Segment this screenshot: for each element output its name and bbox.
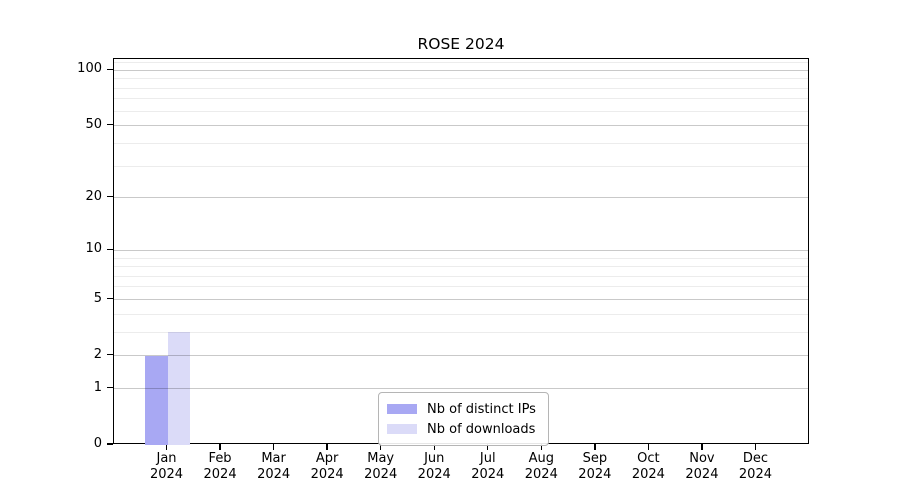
x-tickmark	[272, 444, 275, 450]
x-tick-label: Jul 2024	[471, 451, 505, 482]
x-tickmark	[326, 444, 328, 450]
gridline-minor	[114, 266, 808, 268]
gridline-major	[114, 69, 808, 71]
legend-swatch-downloads-icon	[387, 424, 417, 434]
bar-nb-of-distinct-ips	[145, 355, 168, 445]
legend-item-downloads: Nb of downloads	[387, 419, 536, 439]
y-tick-label: 1	[93, 379, 102, 395]
gridline-minor	[114, 98, 808, 100]
gridline-major	[114, 125, 808, 127]
gridline-minor	[114, 331, 808, 333]
gridline-minor	[114, 275, 808, 277]
gridline-major	[114, 249, 808, 251]
y-tick-label: 10	[85, 241, 102, 257]
gridline-minor	[114, 257, 808, 259]
legend-item-distinct-ips: Nb of distinct IPs	[387, 399, 536, 419]
gridline-minor	[114, 142, 808, 144]
gridline-minor	[114, 78, 808, 80]
gridline-minor	[114, 286, 808, 288]
y-tick-label: 50	[85, 116, 102, 132]
gridline-major	[114, 388, 808, 390]
x-tick-label: Oct 2024	[631, 451, 665, 482]
legend-label-distinct-ips: Nb of distinct IPs	[427, 401, 536, 417]
x-tick-label: Jun 2024	[417, 451, 451, 482]
legend-swatch-distinct-ips-icon	[387, 404, 417, 414]
x-tickmark	[594, 444, 596, 450]
x-tick-label: Aug 2024	[524, 451, 558, 482]
legend: Nb of distinct IPs Nb of downloads	[378, 392, 549, 446]
y-tick-label: 5	[93, 290, 102, 306]
x-tick-label: May 2024	[364, 451, 398, 482]
x-tick-label: Feb 2024	[203, 451, 237, 482]
x-tick-label: Sep 2024	[578, 451, 612, 482]
gridline-minor	[114, 110, 808, 112]
gridline-major	[114, 299, 808, 300]
gridline-minor	[114, 165, 808, 167]
x-tick-label: Mar 2024	[257, 451, 291, 482]
gridline-minor	[114, 313, 808, 315]
gridline-minor	[114, 87, 808, 89]
x-tick-label: Apr 2024	[310, 451, 344, 482]
x-tick-label: Jan 2024	[149, 451, 184, 482]
plot-area	[113, 58, 809, 445]
x-tickmark	[647, 444, 650, 450]
bar-nb-of-downloads	[167, 332, 191, 445]
y-tick-label: 100	[77, 61, 102, 77]
x-tick-label: Nov 2024	[685, 451, 719, 482]
gridline-major	[114, 355, 808, 357]
gridlines-layer	[114, 59, 808, 443]
legend-label-downloads: Nb of downloads	[427, 421, 536, 437]
y-tick-label: 0	[93, 436, 102, 451]
chart-title: ROSE 2024	[417, 35, 505, 53]
y-tick-label: 2	[93, 346, 102, 362]
x-tickmark	[754, 444, 757, 450]
gridline-major	[114, 197, 808, 199]
gridline-minor	[114, 62, 808, 64]
bars-layer	[114, 59, 808, 445]
x-tick-label: Dec 2024	[738, 451, 772, 482]
x-tickmark	[701, 444, 703, 450]
x-tickmark	[219, 444, 221, 450]
y-tick-label: 20	[85, 188, 102, 204]
